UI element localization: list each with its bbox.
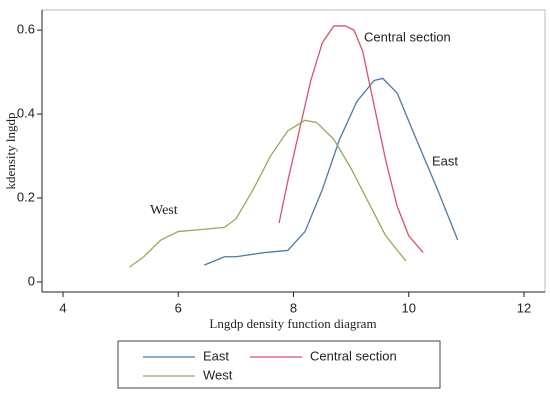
x-tick-label: 6: [175, 300, 182, 315]
plot-area: [41, 9, 546, 293]
x-axis-title: Lngdp density function diagram: [209, 316, 376, 331]
y-tick-label: 0.2: [17, 189, 35, 204]
y-tick-label: 0.6: [17, 22, 35, 37]
legend-label: Central section: [310, 348, 397, 363]
legend-label: West: [203, 367, 233, 382]
x-tick-label: 4: [59, 300, 66, 315]
y-axis-title: kdensity lngdp: [3, 113, 18, 190]
annotation: West: [150, 203, 178, 218]
legend-label: East: [203, 348, 229, 363]
x-tick-label: 10: [402, 300, 416, 315]
annotation: Central section: [364, 29, 451, 44]
annotation: East: [432, 153, 458, 168]
series-line: [128, 119, 407, 268]
legend: [117, 340, 441, 389]
x-tick-label: 8: [290, 300, 297, 315]
series-line: [203, 77, 459, 266]
y-tick-label: 0.4: [17, 106, 35, 121]
x-tick-label: 12: [517, 300, 531, 315]
y-tick-label: 0: [28, 273, 35, 288]
